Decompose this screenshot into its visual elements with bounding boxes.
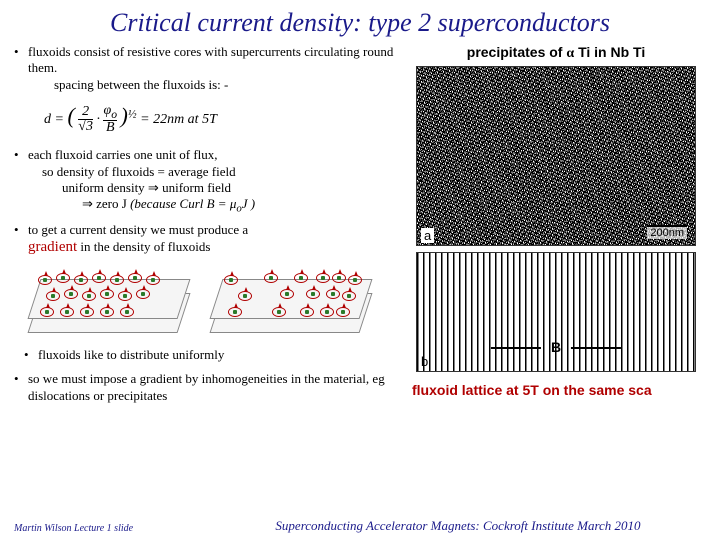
- bullet-2: • each fluxoid carries one unit of flux,…: [14, 147, 394, 216]
- bullet-2d-end: J ): [242, 196, 255, 211]
- formula-top: 2: [82, 104, 89, 119]
- formula-d: d =: [44, 112, 67, 127]
- bullet-1: • fluxoids consist of resistive cores wi…: [14, 44, 394, 93]
- formula: d = ( 2 √3 · φo B )½ = 22nm at 5T: [44, 103, 394, 136]
- lattice-panel-b: B b: [416, 252, 696, 372]
- bullet-2a: each fluxoid carries one unit of flux,: [28, 147, 218, 162]
- bullet-3b: in the density of fluxoids: [77, 239, 210, 254]
- lattice-caption: fluxoid lattice at 5T on the same sca: [402, 382, 710, 398]
- footer-left: Martin Wilson Lecture 1 slide: [14, 523, 133, 534]
- lattice-b-arrow: B: [551, 339, 561, 355]
- slide-title: Critical current density: type 2 superco…: [0, 0, 720, 44]
- bullet-1-text-a: fluxoids consist of resistive cores with…: [28, 44, 393, 75]
- bullet-dot: •: [14, 147, 28, 216]
- lattice-b-label: B: [551, 339, 561, 355]
- footer-right: Superconducting Accelerator Magnets: Coc…: [210, 518, 706, 534]
- formula-exp: ½: [128, 107, 137, 120]
- micrograph-heading: precipitates of α Ti in Nb Ti: [402, 44, 710, 62]
- bullet-4-text: fluxoids like to distribute uniformly: [38, 347, 394, 363]
- fluxoid-diagram: [28, 263, 378, 339]
- panel-a-label: a: [421, 228, 434, 243]
- bullet-4: • fluxoids like to distribute uniformly: [14, 347, 394, 363]
- heading-pre: precipitates of: [467, 44, 567, 60]
- heading-alpha: α: [566, 46, 574, 61]
- bullet-dot: •: [14, 222, 28, 257]
- content-area: • fluxoids consist of resistive cores wi…: [0, 44, 720, 524]
- bullet-1-text-b: spacing between the fluxoids is: -: [28, 77, 228, 93]
- bullet-dot: •: [24, 347, 38, 363]
- panel-b-label: b: [421, 354, 428, 369]
- bullet-2d-it: (because Curl B = μ: [130, 196, 236, 211]
- heading-post: Ti in Nb Ti: [574, 44, 645, 60]
- bullet-2c: uniform density ⇒ uniform field: [28, 180, 231, 196]
- bullet-2b: so density of fluxoids = average field: [28, 164, 236, 180]
- left-column: • fluxoids consist of resistive cores wi…: [14, 44, 394, 410]
- bullet-3: • to get a current density we must produ…: [14, 222, 394, 257]
- micrograph-panel-a: 200nm a: [416, 66, 696, 246]
- formula-bot: √3: [78, 119, 93, 134]
- right-column: precipitates of α Ti in Nb Ti 200nm a B …: [402, 44, 710, 398]
- gradient-word: gradient: [28, 239, 77, 255]
- bullet-5: • so we must impose a gradient by inhomo…: [14, 371, 394, 404]
- bullet-5-text: so we must impose a gradient by inhomoge…: [28, 371, 394, 404]
- scalebar: 200nm: [647, 225, 687, 239]
- bullet-2d-pre: ⇒ zero J: [82, 196, 130, 211]
- bullet-dot: •: [14, 44, 28, 93]
- bullet-3a: to get a current density we must produce…: [28, 222, 248, 237]
- bullet-dot: •: [14, 371, 28, 404]
- formula-eq: = 22nm at 5T: [140, 112, 217, 127]
- formula-phi-sub: o: [111, 108, 117, 121]
- formula-over-b: B: [103, 120, 117, 135]
- micrograph-texture: [417, 67, 695, 245]
